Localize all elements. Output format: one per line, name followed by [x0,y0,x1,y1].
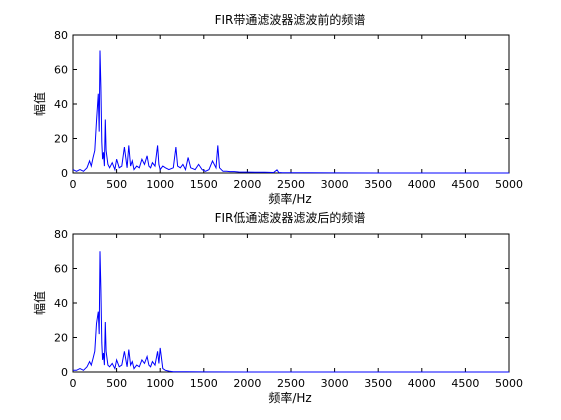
y-tick-label: 20 [54,133,68,146]
x-tick-label: 2000 [233,178,261,191]
axes-box [72,34,510,174]
axes-box [72,233,510,373]
y-axis-label: 幅值 [32,92,47,116]
x-tick-label: 2000 [233,377,261,390]
x-tick-label: 5000 [495,178,523,191]
x-tick-label: 3500 [364,178,392,191]
x-tick-label: 500 [106,178,127,191]
x-tick-label: 0 [70,178,77,191]
y-tick-label: 80 [54,228,68,241]
y-tick-label: 80 [54,29,68,42]
y-axis-label: 幅值 [32,291,47,315]
subplot-after-filter: FIR低通滤波器滤波后的频谱 0 500 1000 1500 2000 2500 3000 3… [32,210,523,405]
y-tick-label: 20 [54,332,68,345]
x-tick-label: 1500 [190,178,218,191]
x-tick-label: 4000 [408,178,436,191]
x-tick-label: 1500 [190,377,218,390]
chart-title: FIR低通滤波器滤波后的频谱 [215,210,366,225]
x-tick-label: 1000 [146,377,174,390]
x-tick-label: 3000 [321,178,349,191]
x-tick-label: 4500 [451,377,479,390]
x-tick-label: 3500 [364,377,392,390]
chart-title: FIR带通滤波器滤波前的频谱 [215,12,366,27]
x-axis-label: 频率/Hz [268,390,311,405]
x-tick-label: 4000 [408,377,436,390]
x-tick-label: 2500 [277,178,305,191]
y-tick-label: 0 [61,366,68,379]
x-tick-label: 2500 [277,377,305,390]
x-tick-label: 0 [70,377,77,390]
plot-area: 0 500 1000 1500 2000 2500 3000 3500 4000 4500 5000… [54,29,523,191]
plot-area: 0 500 1000 1500 2000 2500 3000 3500 4000 4500 5000… [54,228,523,390]
y-tick-label: 40 [54,297,68,310]
y-tick-label: 40 [54,98,68,111]
x-tick-label: 5000 [495,377,523,390]
y-tick-label: 0 [61,167,68,180]
x-tick-label: 500 [106,377,127,390]
y-tick-label: 60 [54,64,68,77]
x-tick-label: 4500 [451,178,479,191]
x-tick-label: 3000 [321,377,349,390]
x-axis-label: 频率/Hz [268,191,311,206]
subplot-before-filter: FIR带通滤波器滤波前的频谱 0 500 1000 1500 2000 2500 3000 3… [32,12,523,206]
x-tick-label: 1000 [146,178,174,191]
spectrum-line [73,251,509,373]
spectrum-line [72,50,509,174]
y-tick-label: 60 [54,263,68,276]
